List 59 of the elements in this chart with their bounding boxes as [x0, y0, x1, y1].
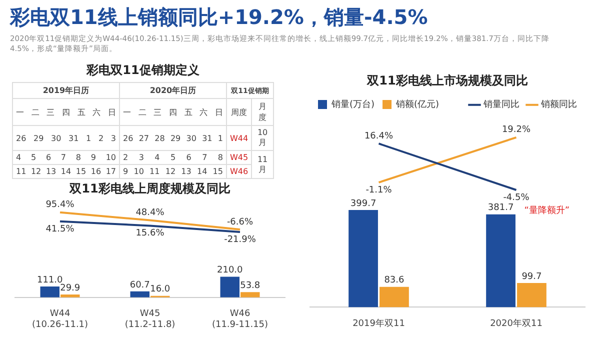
data-label: 381.7: [488, 203, 514, 214]
text: 11 12 13 14 15 16 17: [12, 164, 120, 178]
text: 9 10 11 12 13 14 15: [120, 164, 226, 178]
data-label: -21.9%: [224, 234, 256, 245]
text: W44: [226, 126, 252, 150]
x-tick-label: 2020年双11: [490, 318, 542, 329]
data-label: 15.6%: [136, 228, 165, 239]
bar: [486, 214, 516, 308]
text: W46: [226, 164, 252, 178]
text: 2019年日历: [12, 82, 120, 98]
x-tick-label: W44 (10.26-11.1): [32, 309, 88, 330]
text: 月度: [252, 98, 274, 126]
data-label: -6.6%: [226, 217, 254, 228]
text: 26 29 30 31 1 2 3: [12, 126, 120, 150]
bar: [130, 291, 150, 298]
text: 26 27 28 29 30 31 1: [120, 126, 226, 150]
text: W45: [226, 150, 252, 164]
text: 4 5 6 7 8 9 10: [12, 150, 120, 164]
data-label: 41.5%: [46, 224, 75, 234]
x-tick-label: 2019年双11: [352, 318, 405, 329]
text: 10月: [252, 126, 274, 150]
bar: [220, 276, 240, 298]
bar: [240, 292, 260, 298]
legend-label: 销量(万台): [330, 98, 375, 110]
data-label: 83.6: [384, 276, 405, 286]
bar: [40, 286, 60, 298]
data-label: 99.7: [522, 272, 542, 282]
data-label: 48.4%: [136, 208, 165, 218]
text: 11月: [252, 150, 274, 178]
text: 一 二 三 四 五 六 日: [120, 98, 226, 126]
data-label: 111.0: [36, 275, 64, 286]
text: 周度: [226, 98, 252, 126]
data-label: 16.4%: [364, 131, 394, 142]
text: 一 二 三 四 五 六 日: [12, 98, 120, 126]
text: 彩电双11促销期定义: [85, 62, 200, 79]
x-tick-label: W46 (11.9-11.15): [212, 309, 268, 330]
bar: [517, 282, 546, 308]
annotation: “量降额升”: [524, 204, 570, 216]
chart-title: 双11彩电线上市场规模及同比: [366, 73, 528, 88]
data-label: 53.8: [240, 280, 260, 291]
data-label: 95.4%: [46, 200, 75, 210]
data-label: 16.0: [150, 284, 170, 295]
legend-label: 销量同比: [482, 99, 520, 110]
data-label: 19.2%: [502, 125, 531, 136]
data-label: -4.5%: [503, 192, 530, 203]
data-label: 29.9: [60, 283, 80, 294]
legend-label: 销额(亿元): [395, 98, 440, 110]
bar: [380, 286, 409, 308]
data-label: 60.7: [130, 280, 150, 290]
text: 2 3 4 5 6 7 8: [120, 150, 226, 164]
data-label: -1.1%: [366, 185, 392, 196]
text: 2020年日历: [120, 82, 226, 98]
text: 彩电双11线上销额同比+19.2%，销量-4.5%: [10, 4, 428, 31]
bar: [348, 210, 378, 308]
legend-label: 销额同比: [540, 99, 577, 110]
data-label: 210.0: [216, 266, 244, 276]
chart-title: 双11彩电线上周度规模及同比: [68, 181, 230, 196]
data-label: 399.7: [350, 198, 376, 209]
x-tick-label: W45 (11.2-11.8): [124, 309, 176, 330]
